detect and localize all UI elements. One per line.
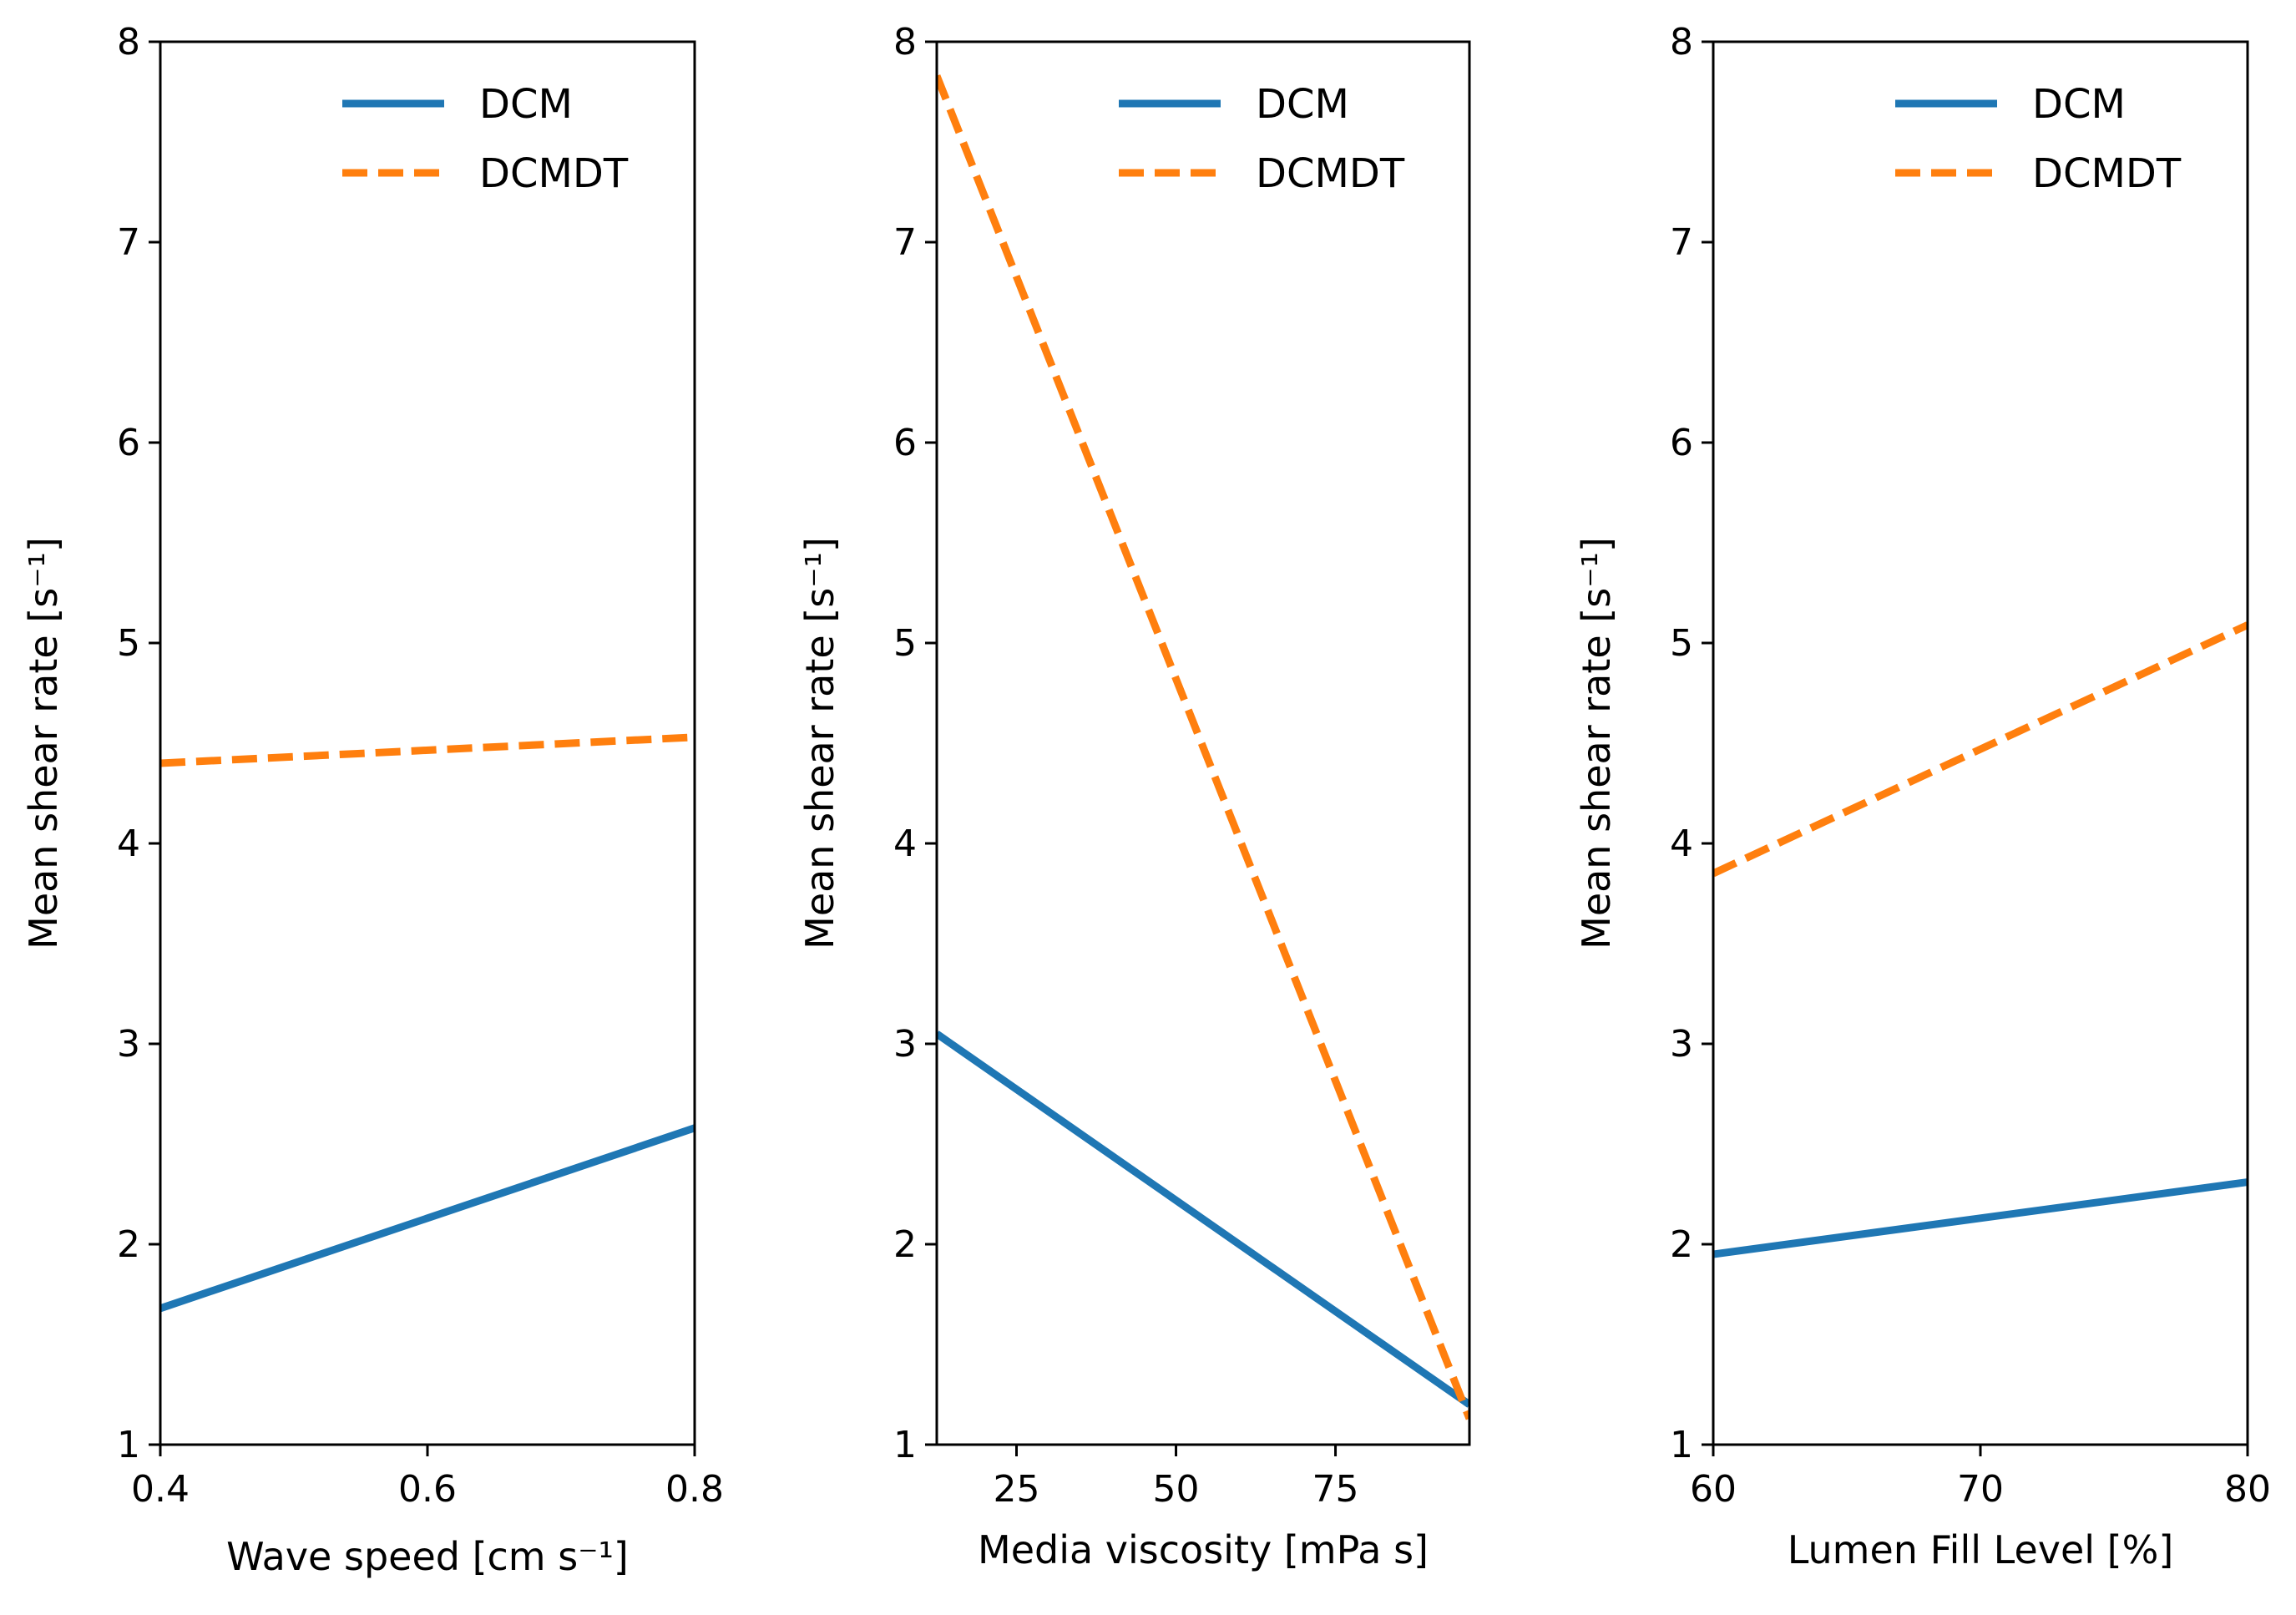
y-tick-label: 6 bbox=[1670, 422, 1693, 464]
y-tick-label: 6 bbox=[117, 422, 140, 464]
y-tick-label: 4 bbox=[117, 823, 140, 865]
y-tick-label: 8 bbox=[1670, 21, 1693, 63]
x-tick-label: 60 bbox=[1690, 1468, 1737, 1511]
series-line-dcm bbox=[937, 1030, 1469, 1408]
y-tick-label: 5 bbox=[117, 622, 140, 665]
series-line-dcmdt bbox=[1713, 621, 2248, 878]
x-axis-label: Wave speed [cm s⁻¹] bbox=[226, 1534, 629, 1579]
y-tick-label: 7 bbox=[1670, 221, 1693, 264]
y-tick-label: 1 bbox=[893, 1424, 917, 1466]
x-axis-label: Media viscosity [mPa s] bbox=[978, 1527, 1429, 1572]
y-tick-label: 1 bbox=[1670, 1424, 1693, 1466]
series-line-dcmdt bbox=[160, 733, 695, 767]
y-tick-label: 3 bbox=[893, 1023, 917, 1066]
y-tick-label: 7 bbox=[893, 221, 917, 264]
x-tick-label: 80 bbox=[2224, 1468, 2271, 1511]
y-tick-label: 8 bbox=[117, 21, 140, 63]
y-tick-label: 1 bbox=[117, 1424, 140, 1466]
x-tick-label: 0.8 bbox=[665, 1468, 724, 1511]
x-tick-label: 70 bbox=[1957, 1468, 2004, 1511]
y-tick-label: 7 bbox=[117, 221, 140, 264]
x-tick-label: 0.6 bbox=[398, 1468, 457, 1511]
legend: DCM DCMDT bbox=[342, 81, 629, 197]
plot-frame bbox=[935, 40, 1471, 1446]
chart-panel-2: 1 2 3 4 5 6 7 8 25 50 75 Media viscosity [mPa s] Mea… bbox=[797, 21, 1471, 1572]
y-tick-label: 4 bbox=[1670, 823, 1693, 865]
x-tick-label: 50 bbox=[1153, 1468, 1200, 1511]
legend-label-dcmdt: DCMDT bbox=[1256, 150, 1405, 197]
y-tick-label: 4 bbox=[893, 823, 917, 865]
y-tick-label: 5 bbox=[1670, 622, 1693, 665]
y-tick-label: 2 bbox=[117, 1223, 140, 1266]
chart-panel-3: 1 2 3 4 5 6 7 8 60 70 80 Lumen Fill Level [%] Mean s… bbox=[1574, 21, 2271, 1572]
plot-frame bbox=[1712, 40, 2249, 1446]
series-line-dcmdt bbox=[937, 74, 1469, 1420]
y-axis-label: Mean shear rate [s⁻¹] bbox=[21, 537, 66, 949]
legend-label-dcm: DCM bbox=[479, 81, 573, 128]
y-tick-label: 2 bbox=[1670, 1223, 1693, 1266]
chart-panel-1: 1 2 3 4 5 6 7 8 0.4 0.6 0.8 Wave speed [cm s⁻¹] Mean… bbox=[21, 21, 724, 1579]
y-tick-label: 6 bbox=[893, 422, 917, 464]
legend-label-dcmdt: DCMDT bbox=[2032, 150, 2182, 197]
legend: DCM DCMDT bbox=[1895, 81, 2182, 197]
legend-label-dcmdt: DCMDT bbox=[479, 150, 629, 197]
y-axis-label: Mean shear rate [s⁻¹] bbox=[797, 537, 842, 949]
x-tick-label: 25 bbox=[994, 1468, 1040, 1511]
x-axis-label: Lumen Fill Level [%] bbox=[1788, 1527, 2174, 1572]
y-axis-label: Mean shear rate [s⁻¹] bbox=[1574, 537, 1619, 949]
series-line-dcm bbox=[1713, 1178, 2248, 1258]
series-line-dcm bbox=[160, 1124, 695, 1313]
x-tick-label: 0.4 bbox=[131, 1468, 190, 1511]
y-tick-label: 3 bbox=[117, 1023, 140, 1066]
x-tick-label: 75 bbox=[1312, 1468, 1359, 1511]
legend: DCM DCMDT bbox=[1119, 81, 1405, 197]
y-tick-label: 2 bbox=[893, 1223, 917, 1266]
y-tick-label: 3 bbox=[1670, 1023, 1693, 1066]
legend-label-dcm: DCM bbox=[1256, 81, 1349, 128]
legend-label-dcm: DCM bbox=[2032, 81, 2126, 128]
y-tick-label: 8 bbox=[893, 21, 917, 63]
y-tick-label: 5 bbox=[893, 622, 917, 665]
